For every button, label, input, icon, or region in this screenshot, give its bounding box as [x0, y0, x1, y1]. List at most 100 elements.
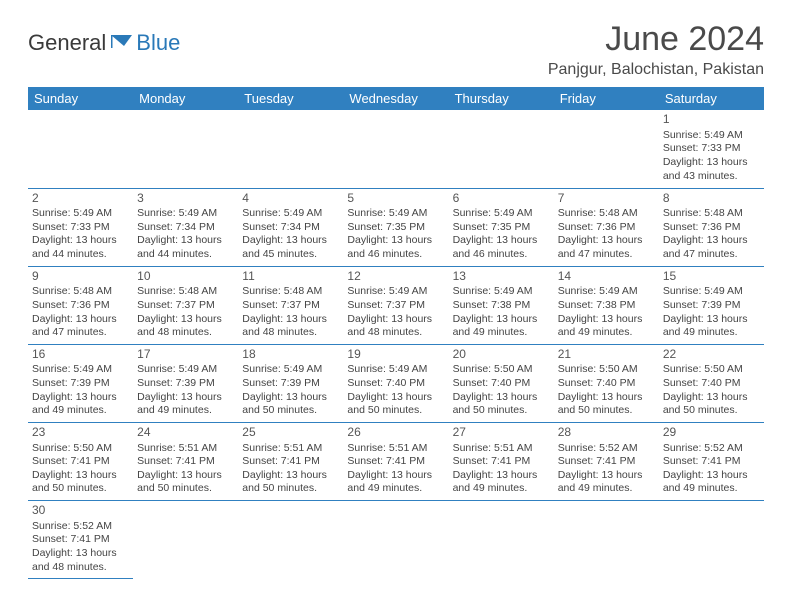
sunset-line: Sunset: 7:33 PM — [32, 221, 129, 235]
calendar-cell: 25Sunrise: 5:51 AMSunset: 7:41 PMDayligh… — [238, 422, 343, 500]
daylight-line: Daylight: 13 hours and 49 minutes. — [347, 469, 444, 496]
day-number: 21 — [558, 347, 655, 363]
sunrise-line: Sunrise: 5:51 AM — [137, 442, 234, 456]
day-number: 15 — [663, 269, 760, 285]
calendar-week: 30Sunrise: 5:52 AMSunset: 7:41 PMDayligh… — [28, 501, 764, 579]
day-header: Friday — [554, 87, 659, 110]
day-header: Wednesday — [343, 87, 448, 110]
daylight-line: Daylight: 13 hours and 49 minutes. — [137, 391, 234, 418]
sunset-line: Sunset: 7:33 PM — [663, 142, 760, 156]
day-number: 13 — [453, 269, 550, 285]
calendar-week: 16Sunrise: 5:49 AMSunset: 7:39 PMDayligh… — [28, 344, 764, 422]
location: Panjgur, Balochistan, Pakistan — [548, 61, 764, 79]
daylight-line: Daylight: 13 hours and 47 minutes. — [663, 234, 760, 261]
calendar-cell: 5Sunrise: 5:49 AMSunset: 7:35 PMDaylight… — [343, 188, 448, 266]
sunset-line: Sunset: 7:41 PM — [453, 455, 550, 469]
day-number: 6 — [453, 191, 550, 207]
daylight-line: Daylight: 13 hours and 47 minutes. — [558, 234, 655, 261]
calendar-cell — [28, 110, 133, 188]
day-number: 22 — [663, 347, 760, 363]
sunrise-line: Sunrise: 5:48 AM — [137, 285, 234, 299]
day-header: Monday — [133, 87, 238, 110]
daylight-line: Daylight: 13 hours and 48 minutes. — [32, 547, 129, 574]
sunset-line: Sunset: 7:41 PM — [137, 455, 234, 469]
calendar-cell: 8Sunrise: 5:48 AMSunset: 7:36 PMDaylight… — [659, 188, 764, 266]
daylight-line: Daylight: 13 hours and 50 minutes. — [347, 391, 444, 418]
sunrise-line: Sunrise: 5:48 AM — [242, 285, 339, 299]
calendar-week: 9Sunrise: 5:48 AMSunset: 7:36 PMDaylight… — [28, 266, 764, 344]
page-header: General Blue June 2024 Panjgur, Balochis… — [28, 20, 764, 79]
day-header: Thursday — [449, 87, 554, 110]
calendar-cell: 15Sunrise: 5:49 AMSunset: 7:39 PMDayligh… — [659, 266, 764, 344]
day-number: 27 — [453, 425, 550, 441]
sunrise-line: Sunrise: 5:52 AM — [558, 442, 655, 456]
calendar-cell: 23Sunrise: 5:50 AMSunset: 7:41 PMDayligh… — [28, 422, 133, 500]
day-number: 28 — [558, 425, 655, 441]
sunset-line: Sunset: 7:40 PM — [663, 377, 760, 391]
day-number: 19 — [347, 347, 444, 363]
day-number: 9 — [32, 269, 129, 285]
daylight-line: Daylight: 13 hours and 44 minutes. — [137, 234, 234, 261]
daylight-line: Daylight: 13 hours and 49 minutes. — [558, 313, 655, 340]
day-number: 4 — [242, 191, 339, 207]
day-number: 17 — [137, 347, 234, 363]
daylight-line: Daylight: 13 hours and 49 minutes. — [663, 469, 760, 496]
daylight-line: Daylight: 13 hours and 49 minutes. — [663, 313, 760, 340]
month-title: June 2024 — [548, 20, 764, 59]
calendar-cell: 14Sunrise: 5:49 AMSunset: 7:38 PMDayligh… — [554, 266, 659, 344]
calendar-cell — [449, 110, 554, 188]
calendar-table: SundayMondayTuesdayWednesdayThursdayFrid… — [28, 87, 764, 579]
sunrise-line: Sunrise: 5:50 AM — [32, 442, 129, 456]
calendar-cell — [554, 501, 659, 579]
daylight-line: Daylight: 13 hours and 49 minutes. — [453, 469, 550, 496]
daylight-line: Daylight: 13 hours and 46 minutes. — [347, 234, 444, 261]
day-number: 1 — [663, 112, 760, 128]
day-number: 3 — [137, 191, 234, 207]
calendar-cell: 16Sunrise: 5:49 AMSunset: 7:39 PMDayligh… — [28, 344, 133, 422]
sunrise-line: Sunrise: 5:49 AM — [347, 363, 444, 377]
sunrise-line: Sunrise: 5:52 AM — [32, 520, 129, 534]
sunrise-line: Sunrise: 5:49 AM — [242, 207, 339, 221]
calendar-cell: 19Sunrise: 5:49 AMSunset: 7:40 PMDayligh… — [343, 344, 448, 422]
daylight-line: Daylight: 13 hours and 48 minutes. — [347, 313, 444, 340]
sunrise-line: Sunrise: 5:51 AM — [453, 442, 550, 456]
sunset-line: Sunset: 7:40 PM — [347, 377, 444, 391]
sunrise-line: Sunrise: 5:50 AM — [558, 363, 655, 377]
calendar-cell — [659, 501, 764, 579]
sunrise-line: Sunrise: 5:49 AM — [32, 363, 129, 377]
sunset-line: Sunset: 7:35 PM — [347, 221, 444, 235]
daylight-line: Daylight: 13 hours and 49 minutes. — [32, 391, 129, 418]
day-header: Tuesday — [238, 87, 343, 110]
day-number: 29 — [663, 425, 760, 441]
daylight-line: Daylight: 13 hours and 47 minutes. — [32, 313, 129, 340]
daylight-line: Daylight: 13 hours and 43 minutes. — [663, 156, 760, 183]
calendar-header-row: SundayMondayTuesdayWednesdayThursdayFrid… — [28, 87, 764, 110]
sunset-line: Sunset: 7:36 PM — [663, 221, 760, 235]
sunset-line: Sunset: 7:35 PM — [453, 221, 550, 235]
day-number: 8 — [663, 191, 760, 207]
sunset-line: Sunset: 7:41 PM — [32, 455, 129, 469]
sunrise-line: Sunrise: 5:49 AM — [347, 285, 444, 299]
day-header: Saturday — [659, 87, 764, 110]
sunrise-line: Sunrise: 5:49 AM — [347, 207, 444, 221]
calendar-cell: 11Sunrise: 5:48 AMSunset: 7:37 PMDayligh… — [238, 266, 343, 344]
calendar-cell: 20Sunrise: 5:50 AMSunset: 7:40 PMDayligh… — [449, 344, 554, 422]
daylight-line: Daylight: 13 hours and 50 minutes. — [663, 391, 760, 418]
logo: General Blue — [28, 30, 180, 56]
daylight-line: Daylight: 13 hours and 50 minutes. — [137, 469, 234, 496]
sunrise-line: Sunrise: 5:49 AM — [453, 207, 550, 221]
calendar-cell: 18Sunrise: 5:49 AMSunset: 7:39 PMDayligh… — [238, 344, 343, 422]
daylight-line: Daylight: 13 hours and 49 minutes. — [453, 313, 550, 340]
day-number: 16 — [32, 347, 129, 363]
day-number: 18 — [242, 347, 339, 363]
sunrise-line: Sunrise: 5:49 AM — [453, 285, 550, 299]
calendar-cell — [238, 501, 343, 579]
calendar-week: 2Sunrise: 5:49 AMSunset: 7:33 PMDaylight… — [28, 188, 764, 266]
daylight-line: Daylight: 13 hours and 46 minutes. — [453, 234, 550, 261]
sunrise-line: Sunrise: 5:49 AM — [663, 129, 760, 143]
calendar-cell — [343, 501, 448, 579]
calendar-cell: 28Sunrise: 5:52 AMSunset: 7:41 PMDayligh… — [554, 422, 659, 500]
day-number: 11 — [242, 269, 339, 285]
sunset-line: Sunset: 7:38 PM — [453, 299, 550, 313]
sunset-line: Sunset: 7:39 PM — [137, 377, 234, 391]
